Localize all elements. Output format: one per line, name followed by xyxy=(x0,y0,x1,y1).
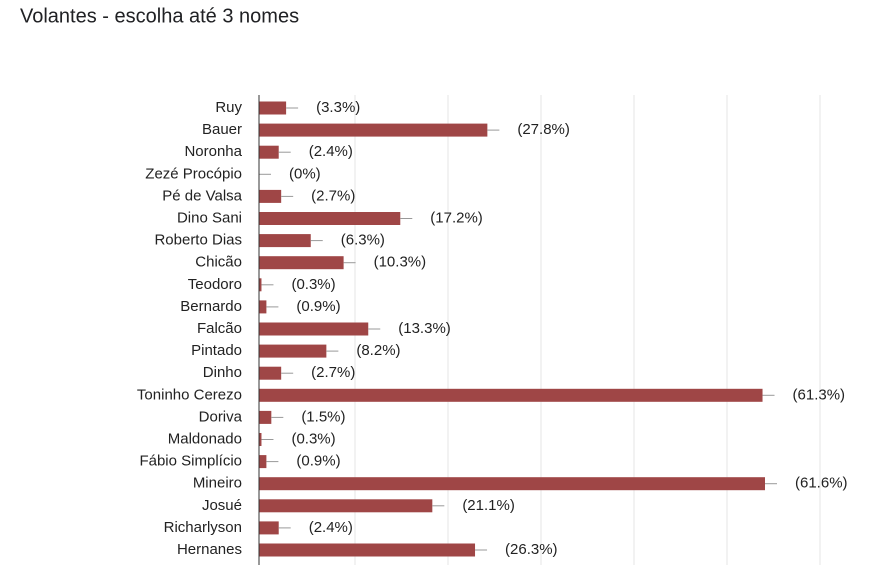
bar xyxy=(259,366,282,380)
bar xyxy=(259,499,433,513)
category-label: Mineiro xyxy=(193,475,242,492)
value-label: (17.2%) xyxy=(430,209,483,226)
value-label: (0.3%) xyxy=(291,430,335,447)
category-label: Dino Sani xyxy=(177,209,242,226)
value-label: (13.3%) xyxy=(398,320,451,337)
category-label: Zezé Procópio xyxy=(145,165,242,182)
category-label: Maldonado xyxy=(168,430,242,447)
value-label: (6.3%) xyxy=(341,232,385,249)
value-label: (61.6%) xyxy=(795,475,848,492)
category-label: Bauer xyxy=(202,121,242,138)
category-label: Pé de Valsa xyxy=(162,187,242,204)
bar xyxy=(259,123,488,137)
category-label: Dinho xyxy=(203,364,242,381)
value-label: (8.2%) xyxy=(356,342,400,359)
bar xyxy=(259,101,287,115)
bar xyxy=(259,212,401,225)
value-label: (27.8%) xyxy=(517,121,570,138)
value-label: (0.3%) xyxy=(291,276,335,293)
bar xyxy=(259,278,262,292)
bar xyxy=(259,189,282,203)
value-label: (3.3%) xyxy=(316,99,360,116)
category-label: Bernardo xyxy=(180,298,242,315)
category-label: Falcão xyxy=(197,320,242,337)
bar xyxy=(259,344,327,358)
bar xyxy=(259,388,763,402)
bar xyxy=(259,300,267,314)
value-label: (21.1%) xyxy=(462,497,515,514)
category-label: Toninho Cerezo xyxy=(137,386,242,403)
category-label: Teodoro xyxy=(188,276,242,293)
bar xyxy=(259,521,279,535)
bar xyxy=(259,322,369,336)
value-label: (0.9%) xyxy=(296,298,340,315)
bar xyxy=(259,145,279,159)
bar xyxy=(259,455,267,469)
category-label: Roberto Dias xyxy=(154,232,242,249)
category-label: Pintado xyxy=(191,342,242,359)
value-label: (2.4%) xyxy=(309,143,353,160)
value-label: (1.5%) xyxy=(301,408,345,425)
value-label: (0.9%) xyxy=(296,453,340,470)
value-label: (0%) xyxy=(289,165,321,182)
bar xyxy=(259,256,344,270)
category-label: Hernanes xyxy=(177,541,242,558)
chart-title: Volantes - escolha até 3 nomes xyxy=(20,5,299,27)
value-label: (2.7%) xyxy=(311,364,355,381)
category-label: Ruy xyxy=(215,99,242,116)
bar xyxy=(259,234,311,248)
value-label: (2.7%) xyxy=(311,187,355,204)
category-label: Doriva xyxy=(199,408,243,425)
category-label: Richarlyson xyxy=(164,519,242,536)
bar xyxy=(259,477,765,491)
value-label: (10.3%) xyxy=(374,254,427,271)
category-label: Noronha xyxy=(184,143,242,160)
bar xyxy=(259,433,262,446)
category-label: Chicão xyxy=(195,254,242,271)
value-label: (2.4%) xyxy=(309,519,353,536)
category-label: Josué xyxy=(202,497,242,514)
bar xyxy=(259,543,476,557)
category-label: Fábio Simplício xyxy=(139,453,242,470)
bar xyxy=(259,410,272,424)
value-label: (61.3%) xyxy=(793,386,846,403)
value-label: (26.3%) xyxy=(505,541,558,558)
